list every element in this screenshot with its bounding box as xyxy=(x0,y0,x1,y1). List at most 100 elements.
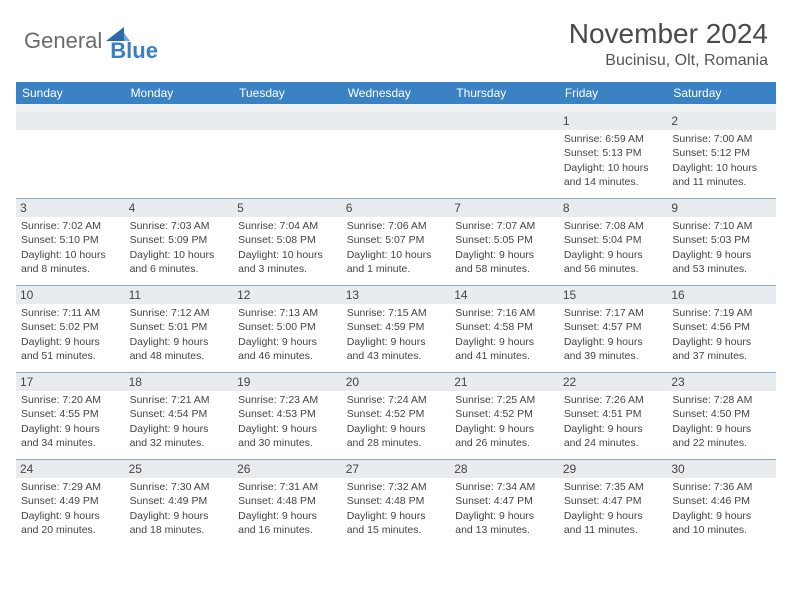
day-number: 30 xyxy=(667,460,776,478)
day-number: 8 xyxy=(559,199,668,217)
daylight-text: Daylight: 10 hours and 3 minutes. xyxy=(238,248,337,276)
daylight-text: Daylight: 9 hours and 18 minutes. xyxy=(130,509,229,537)
day-cell: 18Sunrise: 7:21 AMSunset: 4:54 PMDayligh… xyxy=(125,373,234,459)
sunrise-text: Sunrise: 7:32 AM xyxy=(347,480,446,494)
day-cell: 8Sunrise: 7:08 AMSunset: 5:04 PMDaylight… xyxy=(559,199,668,285)
day-number xyxy=(233,112,342,130)
sunset-text: Sunset: 4:47 PM xyxy=(564,494,663,508)
sunset-text: Sunset: 4:48 PM xyxy=(238,494,337,508)
daylight-text: Daylight: 9 hours and 46 minutes. xyxy=(238,335,337,363)
day-number xyxy=(125,112,234,130)
day-cell: 1Sunrise: 6:59 AMSunset: 5:13 PMDaylight… xyxy=(559,112,668,198)
weeks-container: 1 Sunrise: 6:59 AMSunset: 5:13 PM Daylight… xyxy=(16,112,776,546)
day-cell: 26Sunrise: 7:31 AMSunset: 4:48 PMDayligh… xyxy=(233,460,342,546)
daylight-text: Daylight: 9 hours and 24 minutes. xyxy=(564,422,663,450)
day-cell: 28Sunrise: 7:34 AMSunset: 4:47 PMDayligh… xyxy=(450,460,559,546)
sunrise-text: Sunrise: 7:30 AM xyxy=(130,480,229,494)
sunset-text: Sunset: 4:56 PM xyxy=(672,320,771,334)
sunset-text: Sunset: 4:57 PM xyxy=(564,320,663,334)
sunrise-text: Sunrise: 7:07 AM xyxy=(455,219,554,233)
sunrise-text: Sunrise: 6:59 AM xyxy=(564,132,663,146)
daylight-text: Daylight: 10 hours and 11 minutes. xyxy=(672,161,771,189)
day-number: 11 xyxy=(125,286,234,304)
day-number: 22 xyxy=(559,373,668,391)
day-cell: 11Sunrise: 7:12 AMSunset: 5:01 PMDayligh… xyxy=(125,286,234,372)
daylight-text: Daylight: 9 hours and 48 minutes. xyxy=(130,335,229,363)
weekday-label: Friday xyxy=(559,82,668,104)
sunset-text: Sunset: 4:48 PM xyxy=(347,494,446,508)
header: General Blue November 2024 Bucinisu, Olt… xyxy=(0,0,792,78)
week-row: 17Sunrise: 7:20 AMSunset: 4:55 PMDayligh… xyxy=(16,372,776,459)
daylight-text: Daylight: 10 hours and 8 minutes. xyxy=(21,248,120,276)
daylight-text: Daylight: 9 hours and 56 minutes. xyxy=(564,248,663,276)
day-cell: 14Sunrise: 7:16 AMSunset: 4:58 PMDayligh… xyxy=(450,286,559,372)
day-number: 16 xyxy=(667,286,776,304)
sunrise-text: Sunrise: 7:13 AM xyxy=(238,306,337,320)
day-cell: 3Sunrise: 7:02 AMSunset: 5:10 PMDaylight… xyxy=(16,199,125,285)
daylight-text: Daylight: 9 hours and 58 minutes. xyxy=(455,248,554,276)
sunrise-text: Sunrise: 7:24 AM xyxy=(347,393,446,407)
sunset-text: Sunset: 5:01 PM xyxy=(130,320,229,334)
sunrise-text: Sunrise: 7:23 AM xyxy=(238,393,337,407)
sunset-text: Sunset: 4:50 PM xyxy=(672,407,771,421)
daylight-text: Daylight: 9 hours and 15 minutes. xyxy=(347,509,446,537)
day-cell: 19 Sunrise: 7:23 AMSunset: 4:53 PMDayligh… xyxy=(233,373,342,459)
daylight-text: Daylight: 9 hours and 30 minutes. xyxy=(238,422,337,450)
day-number: 10 xyxy=(16,286,125,304)
daylight-text: Daylight: 9 hours and 13 minutes. xyxy=(455,509,554,537)
logo-text-blue: Blue xyxy=(110,38,158,64)
day-number: 1 xyxy=(559,112,668,130)
weekday-label: Sunday xyxy=(16,82,125,104)
day-number: 23 xyxy=(667,373,776,391)
sunrise-text: Sunrise: 7:02 AM xyxy=(21,219,120,233)
day-number: 29 xyxy=(559,460,668,478)
logo-text-general: General xyxy=(24,28,102,54)
day-cell: 12Sunrise: 7:13 AMSunset: 5:00 PMDayligh… xyxy=(233,286,342,372)
day-cell: 29Sunrise: 7:35 AMSunset: 4:47 PMDayligh… xyxy=(559,460,668,546)
sunrise-text: Sunrise: 7:36 AM xyxy=(672,480,771,494)
calendar: Sunday Monday Tuesday Wednesday Thursday… xyxy=(16,82,776,546)
sunset-text: Sunset: 5:13 PM xyxy=(564,146,663,160)
filler-row xyxy=(16,104,776,112)
daylight-text: Daylight: 9 hours and 26 minutes. xyxy=(455,422,554,450)
day-cell xyxy=(125,112,234,198)
sunrise-text: Sunrise: 7:16 AM xyxy=(455,306,554,320)
day-number: 20 xyxy=(342,373,451,391)
day-number: 13 xyxy=(342,286,451,304)
sunset-text: Sunset: 4:51 PM xyxy=(564,407,663,421)
day-number: 4 xyxy=(125,199,234,217)
day-number xyxy=(450,112,559,130)
day-number: 7 xyxy=(450,199,559,217)
logo: General Blue xyxy=(24,18,158,64)
sunrise-text: Sunrise: 7:11 AM xyxy=(21,306,120,320)
sunset-text: Sunset: 5:09 PM xyxy=(130,233,229,247)
sunset-text: Sunset: 4:53 PM xyxy=(238,407,337,421)
daylight-text: Daylight: 9 hours and 43 minutes. xyxy=(347,335,446,363)
day-cell: 23Sunrise: 7:28 AMSunset: 4:50 PMDayligh… xyxy=(667,373,776,459)
sunset-text: Sunset: 4:49 PM xyxy=(130,494,229,508)
sunrise-text: Sunrise: 7:34 AM xyxy=(455,480,554,494)
daylight-text: Daylight: 10 hours and 1 minute. xyxy=(347,248,446,276)
week-row: 1 Sunrise: 6:59 AMSunset: 5:13 PM Daylight… xyxy=(16,112,776,198)
sunrise-text: Sunrise: 7:26 AM xyxy=(564,393,663,407)
sunset-text: Sunset: 5:08 PM xyxy=(238,233,337,247)
day-number: 9 xyxy=(667,199,776,217)
day-number: 15 xyxy=(559,286,668,304)
day-number: 19 xyxy=(233,373,342,391)
day-number: 25 xyxy=(125,460,234,478)
sunset-text: Sunset: 5:02 PM xyxy=(21,320,120,334)
day-number: 27 xyxy=(342,460,451,478)
sunset-text: Sunset: 4:46 PM xyxy=(672,494,771,508)
daylight-text: Daylight: 9 hours and 51 minutes. xyxy=(21,335,120,363)
sunrise-text: Sunrise: 7:03 AM xyxy=(130,219,229,233)
weekday-label: Monday xyxy=(125,82,234,104)
sunset-text: Sunset: 4:58 PM xyxy=(455,320,554,334)
sunrise-text: Sunrise: 7:17 AM xyxy=(564,306,663,320)
sunrise-text: Sunrise: 7:06 AM xyxy=(347,219,446,233)
day-cell xyxy=(16,112,125,198)
daylight-text: Daylight: 9 hours and 16 minutes. xyxy=(238,509,337,537)
week-row: 24Sunrise: 7:29 AMSunset: 4:49 PMDayligh… xyxy=(16,459,776,546)
day-number: 21 xyxy=(450,373,559,391)
day-number: 12 xyxy=(233,286,342,304)
day-number: 2 xyxy=(667,112,776,130)
